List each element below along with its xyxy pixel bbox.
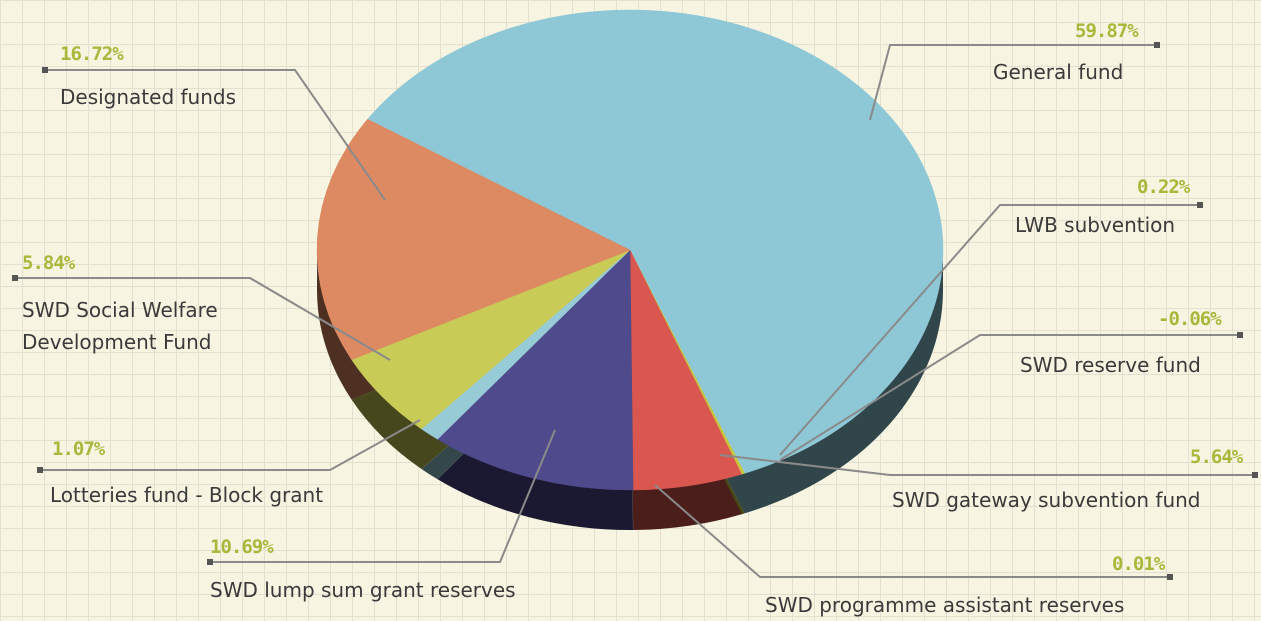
value-label: 10.69% — [210, 536, 274, 558]
leader-line — [719, 454, 1255, 476]
slice-label: Designated funds — [60, 85, 237, 109]
leader-line — [45, 69, 386, 201]
value-label: 1.07% — [52, 438, 105, 460]
slice-label: SWD programme assistant reserves — [765, 593, 1125, 617]
value-label: 0.01% — [1112, 553, 1165, 575]
value-label: 0.22% — [1137, 176, 1190, 198]
slice-label: SWD gateway subvention fund — [892, 488, 1201, 512]
value-label: -0.06% — [1158, 308, 1222, 330]
slice — [437, 249, 634, 491]
leader-line — [779, 204, 1200, 456]
value-label: 5.64% — [1190, 446, 1243, 468]
value-label: 5.84% — [22, 252, 75, 274]
leader-line — [869, 44, 1157, 121]
leader-line — [15, 277, 391, 361]
slice-label: SWD reserve fund — [1020, 353, 1201, 377]
leader-dot — [1154, 42, 1160, 48]
value-label: 59.87% — [1075, 20, 1139, 42]
leader-dot — [12, 275, 18, 281]
leader-dot — [37, 467, 43, 473]
leader-line — [654, 484, 1170, 578]
leader-dot — [1167, 574, 1173, 580]
leader-dot — [1252, 472, 1258, 478]
leader-dot — [42, 67, 48, 73]
slice-label: General fund — [993, 60, 1124, 84]
slice-label: SWD Social Welfare Development Fund — [22, 298, 218, 354]
slice-label: Lotteries fund - Block grant — [50, 483, 324, 507]
slice-label: LWB subvention — [1015, 213, 1176, 237]
value-label: 16.72% — [60, 43, 124, 65]
leader-line — [210, 429, 556, 563]
leader-dot — [1197, 202, 1203, 208]
slice — [316, 118, 631, 360]
slice — [367, 9, 944, 474]
leader-dot — [1237, 332, 1243, 338]
slice-label: SWD lump sum grant reserves — [210, 578, 516, 602]
leader-line — [40, 419, 421, 471]
leader-line — [779, 334, 1240, 461]
leader-dot — [207, 559, 213, 565]
